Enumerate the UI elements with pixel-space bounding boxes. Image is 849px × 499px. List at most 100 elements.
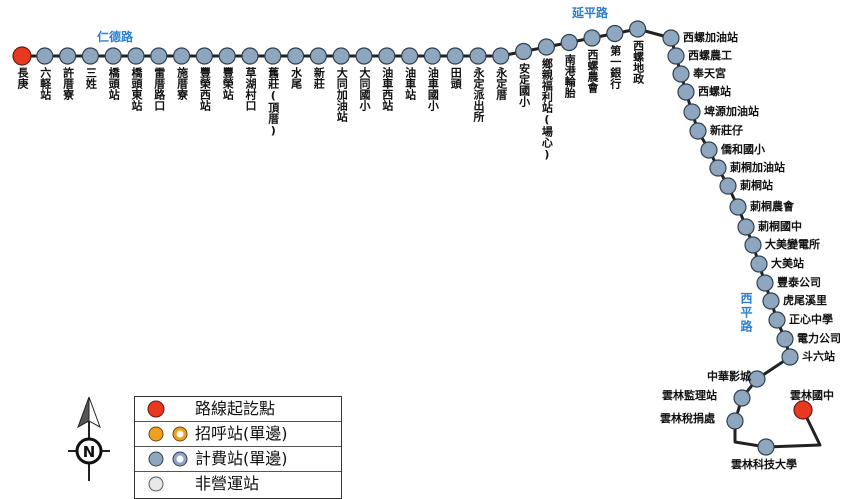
stop-label-top-17: 油車站 [403, 67, 417, 100]
stop-label-top-10: 草湖村口 [244, 67, 257, 111]
stop-marker-top-19 [446, 47, 464, 65]
stop-marker-right-0 [662, 29, 680, 47]
stop-marker-right-3 [677, 83, 695, 101]
inactive-stop-icon [148, 476, 164, 492]
stop-marker-right-9 [729, 198, 747, 216]
legend-label-terminal: 路線起訖點 [195, 399, 276, 418]
stop-marker-right-15 [768, 311, 786, 329]
stop-marker-top-1 [36, 47, 54, 65]
legend-row-terminal: 路線起訖點 [135, 397, 341, 422]
stop-marker-right-1 [667, 47, 685, 65]
stop-marker-left-2 [726, 412, 744, 430]
stop-marker-left-0 [748, 370, 766, 388]
stop-marker-top-15 [355, 47, 373, 65]
stop-label-top-14: 大同加油站 [335, 67, 349, 122]
stop-label-right-13: 豐泰公司 [777, 276, 821, 289]
stop-label-right-14: 虎尾溪里 [783, 294, 827, 307]
road-label-yanping: 延平路 [572, 6, 609, 20]
stop-label-right-4: 埤源加油站 [704, 105, 759, 118]
stop-marker-right-14 [762, 292, 780, 310]
stop-marker-right-10 [737, 218, 755, 236]
legend-row-fare: 計費站(單邊) [135, 447, 341, 472]
stop-label-right-9: 莿桐農會 [750, 200, 794, 213]
stop-marker-bottom-0 [757, 438, 775, 456]
stop-label-left-1: 雲林監理站 [662, 389, 717, 402]
stop-marker-left-1 [733, 389, 751, 407]
stop-label-top-18: 油車國小 [426, 67, 440, 111]
stop-label-top-4: 橋頭站 [107, 67, 121, 100]
stop-marker-right-13 [756, 274, 774, 292]
legend-row-hail: 招呼站(單邊) [135, 422, 341, 447]
stop-label-right-17: 斗六站 [802, 350, 835, 363]
stop-marker-top-10 [241, 47, 259, 65]
legend-label-fare: 計費站(單邊) [195, 449, 288, 468]
stop-marker-right-2 [672, 65, 690, 83]
terminal-stop-icon [147, 400, 165, 418]
road-label-xiping: 西平路 [739, 292, 753, 334]
stop-label-top-12: 水尾 [289, 67, 303, 89]
legend-label-hail: 招呼站(單邊) [195, 424, 288, 443]
stop-label-right-0: 西螺加油站 [683, 31, 738, 44]
compass: N [66, 393, 112, 489]
stop-label-top-6: 雷厝路口 [152, 67, 166, 111]
stop-label-top-13: 新莊 [312, 67, 326, 89]
stop-label-top-1: 六軽站 [38, 67, 52, 100]
stop-marker-top-5 [127, 47, 145, 65]
stop-label-bottom-1: 雲林國中 [790, 389, 834, 402]
legend: 路線起訖點 招呼站(單邊) 計費站(單邊) 非營運站 [134, 396, 342, 499]
hail-stop-icon [148, 426, 164, 442]
stop-label-right-5: 新莊仔 [710, 124, 743, 137]
stop-label-right-10: 莿桐國中 [758, 220, 802, 233]
stop-marker-top-12 [287, 47, 305, 65]
stop-label-top-25: 西螺農會 [586, 49, 599, 93]
stop-label-right-7: 莿桐加油站 [730, 161, 785, 174]
stop-label-right-8: 莿桐站 [740, 179, 773, 192]
stop-label-top-16: 油車西站 [380, 67, 394, 111]
stop-marker-right-6 [700, 141, 718, 159]
stop-label-left-0: 中華影城 [707, 370, 751, 383]
stop-marker-top-26 [606, 24, 624, 43]
stop-marker-top-27 [628, 20, 647, 38]
north-arrow-icon [68, 396, 110, 481]
stop-marker-top-17 [401, 47, 419, 65]
stop-label-top-2: 許厝寮 [61, 67, 75, 100]
stop-label-right-15: 正心中學 [789, 313, 833, 326]
stop-label-right-12: 大美站 [771, 257, 804, 270]
stop-label-right-6: 僑和國小 [721, 143, 765, 156]
stop-marker-top-21 [492, 47, 510, 65]
stop-label-top-27: 西螺地政 [631, 40, 645, 84]
stop-marker-right-16 [776, 330, 794, 348]
stop-label-bottom-0: 雲林科技大學 [731, 458, 797, 471]
stop-marker-top-11 [264, 47, 282, 65]
stop-marker-right-7 [709, 159, 727, 177]
stop-label-top-9: 豐榮站 [221, 67, 235, 100]
stop-marker-top-13 [309, 47, 327, 65]
stop-label-top-22: 安定國小 [517, 62, 531, 107]
stop-label-top-21: 永定厝 [494, 67, 508, 100]
stop-label-right-1: 西螺農工 [688, 49, 732, 62]
stop-marker-top-23 [537, 38, 556, 56]
stop-marker-top-8 [195, 47, 213, 65]
road-label-rende: 仁德路 [97, 30, 134, 44]
stop-label-left-2: 雲林稅捐處 [660, 412, 715, 425]
stop-label-right-3: 西螺站 [698, 85, 731, 98]
fare-stop-icon [148, 451, 164, 467]
stop-label-top-19: 田頭 [449, 67, 463, 89]
stop-marker-top-25 [583, 29, 601, 47]
stop-marker-top-0 [12, 46, 32, 66]
stop-label-top-15: 大同國小 [358, 67, 371, 111]
stop-marker-top-14 [332, 47, 350, 65]
stop-label-top-7: 施厝寮 [175, 67, 189, 100]
stop-marker-right-12 [750, 255, 768, 273]
stop-label-right-16: 電力公司 [797, 332, 841, 345]
stop-marker-top-7 [173, 47, 191, 65]
stop-label-top-11: 舊莊(頂厝) [266, 67, 280, 137]
stop-marker-right-11 [744, 236, 762, 254]
stop-marker-top-20 [469, 47, 487, 65]
stop-label-right-11: 大美變電所 [765, 238, 820, 251]
stop-label-top-8: 豐榮西站 [198, 67, 212, 111]
stop-marker-right-4 [683, 103, 701, 121]
stop-label-top-24: 南港輪胎 [563, 53, 577, 98]
stop-marker-top-6 [150, 47, 168, 65]
stop-label-top-5: 橋頭東站 [130, 67, 143, 111]
